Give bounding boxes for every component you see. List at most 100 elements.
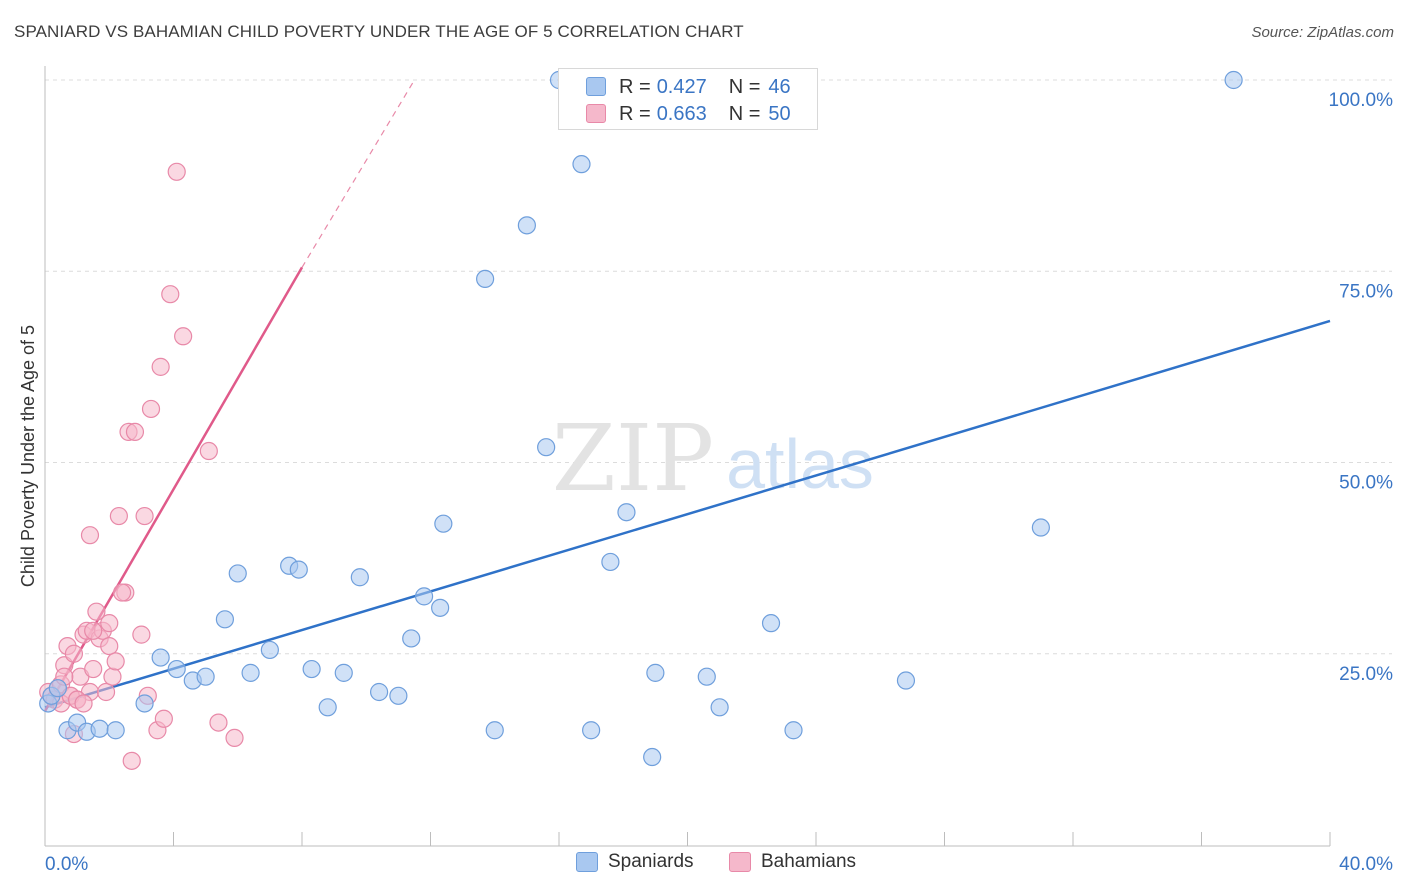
bahamians-trendline-extension: [301, 79, 415, 268]
legend-label-bahamians: Bahamians: [761, 851, 857, 872]
spaniards-point: [761, 614, 781, 633]
spaniards-point: [318, 698, 337, 717]
grid-lines: [45, 79, 1392, 655]
spaniards-point: [196, 667, 215, 686]
bahamians-point: [64, 644, 84, 663]
spaniards-point: [617, 503, 636, 522]
spaniards-point: [572, 155, 591, 174]
spaniards-point: [601, 552, 620, 572]
n-label: N =: [728, 102, 761, 125]
spaniards-point: [228, 564, 247, 583]
spaniards-point: [135, 694, 154, 713]
stats-legend: R = 0.427 N = 46 R = 0.663 N = 50: [558, 68, 818, 130]
spaniards-point: [537, 438, 556, 457]
spaniards-point: [517, 216, 536, 235]
legend-item-bahamians[interactable]: Bahamians: [729, 851, 856, 873]
bahamians-point: [199, 441, 218, 461]
spaniards-point: [896, 671, 916, 690]
x-tick-label-max: 40.0%: [1339, 854, 1393, 875]
x-tick-label-min: 0.0%: [45, 854, 88, 875]
spaniards-point: [106, 721, 125, 740]
r-label: R =: [619, 102, 651, 125]
watermark: ZIP atlas: [552, 405, 874, 512]
spaniards-point: [302, 659, 321, 679]
bahamians-point: [106, 652, 125, 671]
bahamians-point: [84, 621, 103, 640]
bahamians-point: [84, 659, 103, 679]
spaniards-point: [476, 269, 495, 288]
bahamians-swatch: [586, 104, 606, 123]
n-value: 50: [768, 102, 791, 125]
bahamians-point: [151, 357, 170, 376]
bahamians-point: [167, 162, 186, 181]
spaniards-point: [389, 686, 408, 705]
spaniards-point: [431, 598, 450, 617]
bahamians-point: [125, 422, 145, 441]
bahamians-legend-swatch: [729, 852, 751, 872]
spaniards-point: [1031, 518, 1050, 537]
spaniards-point: [289, 560, 308, 579]
n-label: N =: [728, 75, 761, 98]
spaniards-point: [582, 721, 601, 740]
spaniards-point: [370, 682, 389, 702]
spaniards-points: [39, 70, 1243, 767]
spaniards-point: [1224, 70, 1243, 90]
bahamians-point: [87, 602, 106, 621]
chart-title: SPANIARD VS BAHAMIAN CHILD POVERTY UNDER…: [14, 22, 744, 41]
bahamians-point: [74, 694, 93, 713]
spaniards-point: [710, 698, 729, 717]
spaniards-point: [215, 610, 234, 629]
r-value: 0.427: [656, 75, 707, 98]
spaniards-point: [48, 679, 67, 698]
bottom-legend: Spaniards Bahamians: [0, 851, 1406, 877]
bahamians-point: [132, 625, 151, 644]
watermark-zip: ZIP: [552, 405, 714, 512]
trendlines: [43, 79, 1331, 712]
spaniards-swatch: [586, 77, 606, 96]
spaniards-point: [434, 514, 453, 533]
bahamians-point: [135, 506, 154, 526]
spaniards-legend-swatch: [576, 852, 598, 872]
legend-item-spaniards[interactable]: Spaniards: [576, 851, 694, 873]
spaniards-point: [241, 663, 260, 682]
stats-row-spaniards: R = 0.427 N = 46: [586, 74, 791, 100]
legend-label-spaniards: Spaniards: [608, 851, 694, 872]
spaniards-trendline: [44, 319, 1331, 709]
y-tick-label: 75.0%: [1339, 281, 1393, 302]
bahamians-point: [96, 682, 116, 702]
watermark-atlas: atlas: [726, 425, 874, 503]
y-tick-label: 25.0%: [1339, 664, 1393, 685]
bahamians-point: [209, 713, 228, 732]
y-tick-label: 50.0%: [1339, 473, 1393, 494]
bahamians-point: [103, 667, 122, 686]
y-tick-labels: 25.0% 50.0% 75.0% 100.0%: [1329, 90, 1394, 685]
bahamians-point: [112, 583, 132, 602]
bahamians-point: [100, 636, 119, 656]
spaniards-point: [402, 629, 421, 648]
axes: [44, 66, 1331, 847]
y-axis-label: Child Poverty Under the Age of 5: [18, 325, 38, 587]
bahamians-point: [122, 751, 141, 770]
bahamians-point: [109, 506, 128, 526]
bahamians-point: [154, 709, 173, 728]
spaniards-point: [485, 721, 504, 740]
spaniards-point: [334, 663, 353, 682]
bahamians-point: [174, 327, 193, 346]
y-tick-label: 100.0%: [1329, 90, 1394, 111]
r-value: 0.663: [656, 102, 707, 125]
r-label: R =: [619, 75, 651, 98]
spaniards-point: [414, 587, 434, 606]
n-value: 46: [768, 75, 791, 98]
stats-row-bahamians: R = 0.663 N = 50: [586, 101, 791, 127]
spaniards-point: [350, 568, 369, 587]
spaniards-point: [643, 747, 662, 767]
spaniards-point: [167, 659, 186, 679]
spaniards-point: [90, 719, 109, 738]
bahamians-point: [80, 526, 100, 545]
spaniards-point: [646, 663, 665, 682]
bahamians-point: [225, 728, 244, 748]
spaniards-point: [151, 648, 170, 667]
spaniards-point: [697, 667, 716, 686]
spaniards-point: [260, 640, 279, 660]
